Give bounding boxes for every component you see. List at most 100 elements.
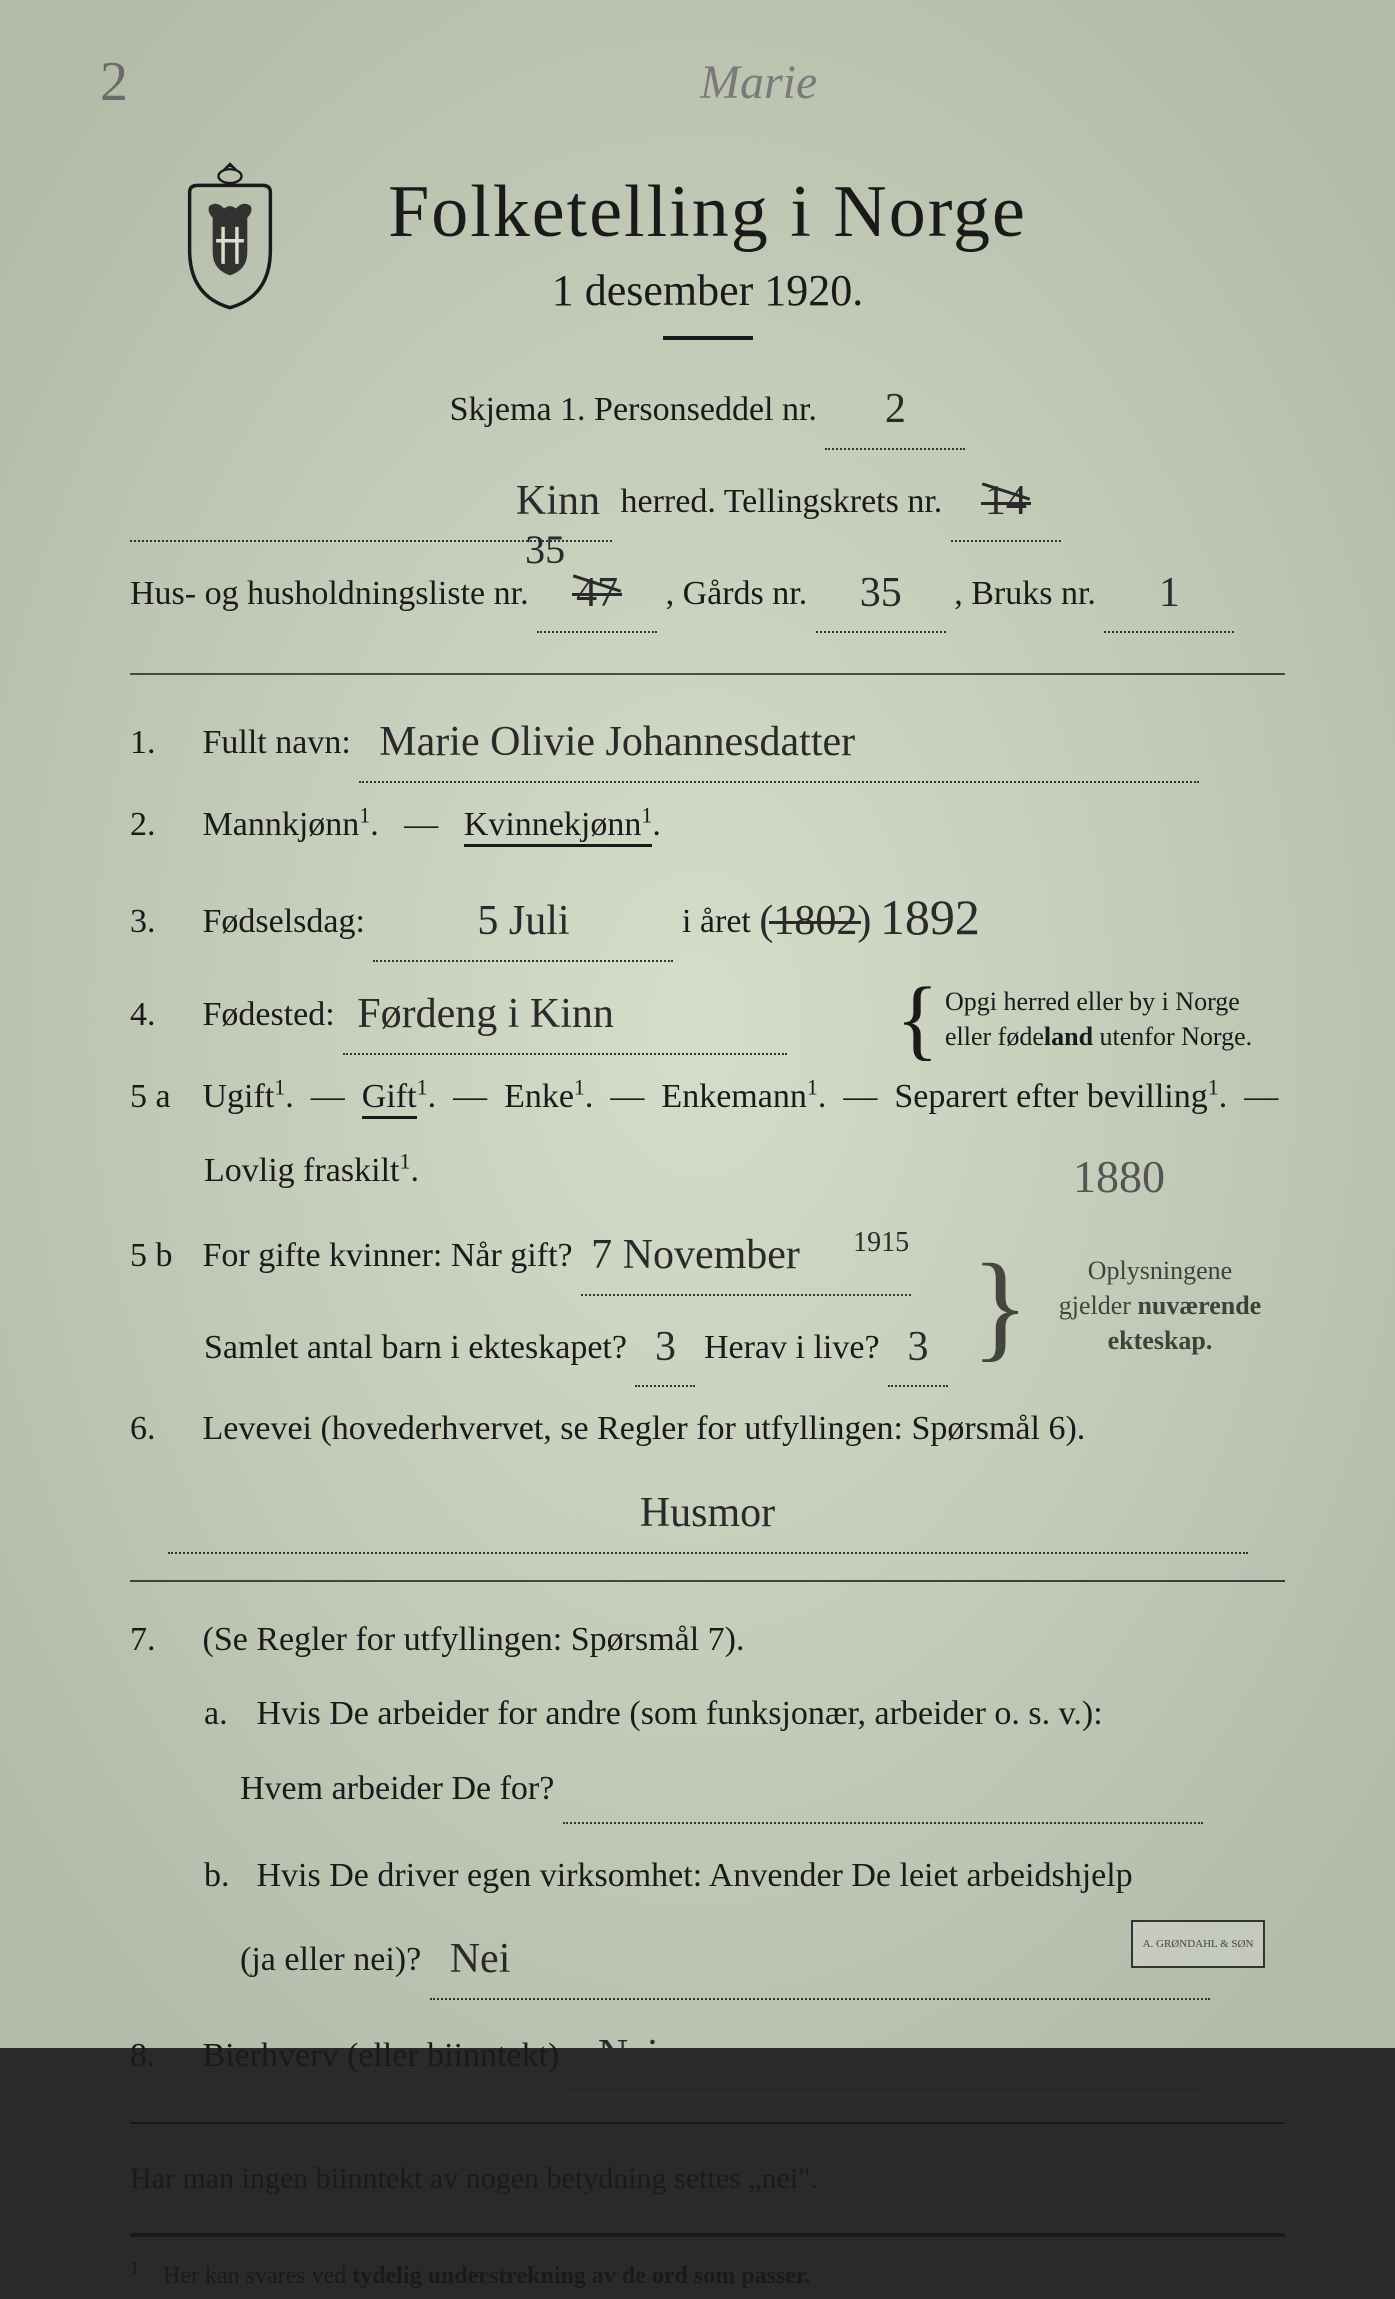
liste-crossed: 47	[576, 554, 618, 634]
q4-note-l2c: utenfor Norge.	[1093, 1022, 1252, 1051]
bottom-note: Har man ingen biinntekt av nogen betydni…	[130, 2162, 818, 2195]
divider-1	[130, 673, 1285, 675]
q5b-wrap: 5 b For gifte kvinner: Når gift? 7 Novem…	[130, 1214, 1285, 1398]
q4-note-group: { Opgi herred eller by i Norge eller fød…	[890, 984, 1285, 1054]
q6-line: 6. Levevei (hovederhvervet, se Regler fo…	[130, 1397, 1285, 1462]
q6-num: 6.	[130, 1397, 194, 1462]
hus-line: Hus- og husholdningsliste nr. 35 47 , Gå…	[130, 552, 1285, 634]
q5b-label1: For gifte kvinner: Når gift?	[203, 1237, 573, 1274]
herred-label: herred. Tellingskrets nr.	[621, 483, 943, 520]
q5a-line1: 5 a Ugift1. — Gift1. — Enke1. — Enkemann…	[130, 1065, 1285, 1130]
q8-line: 8. Bierhverv (eller biinntekt) Nei	[130, 2014, 1285, 2096]
q5b-gift-year-small: 1915	[853, 1216, 909, 1316]
form-subtitle: 1 desember 1920.	[130, 265, 1285, 316]
q5b-label3: Herav i live?	[704, 1329, 880, 1366]
q5b-note-group: } Oplysningene gjelder nuværende ekteska…	[965, 1253, 1285, 1358]
q6-value-line: Husmor	[130, 1472, 1285, 1554]
tellingskrets-crossed: 14	[985, 462, 1027, 542]
form-title: Folketelling i Norge	[130, 170, 1285, 255]
title-divider	[663, 336, 753, 340]
q5b-num: 5 b	[130, 1224, 194, 1289]
page-number-value: 2	[100, 51, 128, 113]
q4-line: 4. Fødested: Førdeng i Kinn { Opgi herre…	[130, 973, 1285, 1055]
q5a-gift-underlined: Gift	[362, 1078, 417, 1119]
q7b-line2: (ja eller nei)? Nei	[240, 1918, 1285, 2000]
q8-value: Nei	[598, 2016, 659, 2096]
header-fields: Skjema 1. Personseddel nr. 2 13 Kinn her…	[130, 368, 1285, 633]
q3-mid: i året	[682, 903, 751, 940]
q3-label: Fødselsdag:	[203, 903, 365, 940]
divider-2	[130, 1580, 1285, 1582]
q6-label: Levevei (hovederhvervet, se Regler for u…	[203, 1410, 1086, 1447]
q4-note: Opgi herred eller by i Norge eller fødel…	[945, 984, 1285, 1054]
q7b-num: b.	[204, 1844, 248, 1909]
q7b-line1: b. Hvis De driver egen virksomhet: Anven…	[204, 1844, 1285, 1909]
q5b-note-l2b: nuværende	[1137, 1291, 1261, 1320]
hus-label: Hus- og husholdningsliste nr.	[130, 575, 529, 612]
q4-note-l2a: eller føde	[945, 1022, 1044, 1051]
q5a-options2: Lovlig fraskilt1.	[204, 1152, 419, 1189]
q5b-line2: Samlet antal barn i ekteskapet? 3 Herav …	[204, 1306, 965, 1388]
bruk-value: 1	[1159, 554, 1180, 634]
q3-num: 3.	[130, 890, 194, 955]
q7a-text2: Hvem arbeider De for?	[240, 1770, 554, 1807]
liste-overwrite-value: 35	[525, 512, 565, 588]
divider-thick	[130, 2233, 1285, 2237]
q3-day-value: 5 Juli	[477, 882, 569, 962]
footnote-sup: 1	[130, 2258, 139, 2278]
brace-icon: }	[971, 1264, 1029, 1348]
footnote-line: 1 Her kan svares ved tydelig understrekn…	[130, 2251, 1285, 2299]
q5a-pencil-year: 1880	[1073, 1133, 1165, 1220]
gard-label: , Gårds nr.	[666, 575, 808, 612]
skjema-label: Skjema 1. Personseddel nr.	[450, 391, 817, 428]
q1-label: Fullt navn:	[203, 724, 351, 761]
q4-num: 4.	[130, 983, 194, 1048]
q7b-value: Nei	[450, 1920, 511, 2000]
q2-option-kvinne: Kvinnekjønn1	[464, 806, 653, 847]
personseddel-nr-value: 2	[885, 370, 906, 450]
stamp-text: A. GRØNDAHL & SØN	[1143, 1938, 1254, 1950]
bottom-note-line: Har man ingen biinntekt av nogen betydni…	[130, 2150, 1285, 2207]
herred-line: Kinn herred. Tellingskrets nr. 14	[130, 460, 1285, 542]
q4-note-l2b: land	[1044, 1022, 1093, 1051]
q5a-line2: Lovlig fraskilt1. 1880	[204, 1139, 1285, 1204]
gard-value: 35	[860, 554, 902, 634]
q4-value: Førdeng i Kinn	[357, 975, 614, 1055]
q1-num: 1.	[130, 711, 194, 776]
coat-of-arms-icon	[170, 160, 290, 310]
brace-icon: {	[896, 988, 939, 1051]
q1-value: Marie Olivie Johannesdatter	[379, 703, 855, 783]
q5b-barn-value: 3	[655, 1308, 676, 1388]
q7b-text1: Hvis De driver egen virksomhet: Anvender…	[257, 1857, 1133, 1894]
q7-num: 7.	[130, 1608, 194, 1673]
q3-year-group: (1802)	[759, 882, 871, 962]
bruk-label: , Bruks nr.	[954, 575, 1096, 612]
q2-num: 2.	[130, 793, 194, 858]
q1-line: 1. Fullt navn: Marie Olivie Johannesdatt…	[130, 701, 1285, 783]
q4-label: Fødested:	[203, 996, 335, 1033]
q3-year-value: 1892	[880, 870, 980, 965]
q5b-note-l3: ekteskap.	[1108, 1326, 1213, 1355]
footnote-a: Her kan svares ved	[163, 2263, 352, 2289]
divider-3	[130, 2122, 1285, 2124]
q5a-options: Ugift1. — Gift1. — Enke1. — Enkemann1. —…	[203, 1078, 1279, 1115]
q3-line: 3. Fødselsdag: 5 Juli i året (1802) 1892	[130, 868, 1285, 963]
top-pencil-name: Marie	[700, 55, 817, 110]
q7-line: 7. (Se Regler for utfyllingen: Spørsmål …	[130, 1608, 1285, 1673]
q8-label: Bierhverv (eller biinntekt)	[203, 2037, 560, 2074]
q7-label: (Se Regler for utfyllingen: Spørsmål 7).	[203, 1621, 745, 1658]
q5b-note-l2a: gjelder	[1059, 1291, 1138, 1320]
q2-option-mann: Mannkjønn1.	[203, 806, 379, 843]
skjema-line: Skjema 1. Personseddel nr. 2 13	[130, 368, 1285, 450]
printer-stamp: A. GRØNDAHL & SØN	[1131, 1920, 1265, 1968]
q7a-num: a.	[204, 1682, 248, 1747]
q2-dash: —	[387, 806, 455, 843]
q7a-line1: a. Hvis De arbeider for andre (som funks…	[204, 1682, 1285, 1747]
top-pencil-name-value: Marie	[700, 56, 817, 109]
q3-year-crossed: 1802	[773, 898, 857, 944]
q5b-gift-value: 7 November	[591, 1216, 800, 1296]
census-form-page: 2 Marie Folketelling i Norge 1 desember …	[0, 0, 1395, 2048]
q8-num: 8.	[130, 2024, 194, 2089]
q7a-line2: Hvem arbeider De for?	[240, 1757, 1285, 1824]
q2-line: 2. Mannkjønn1. — Kvinnekjønn1.	[130, 793, 1285, 858]
